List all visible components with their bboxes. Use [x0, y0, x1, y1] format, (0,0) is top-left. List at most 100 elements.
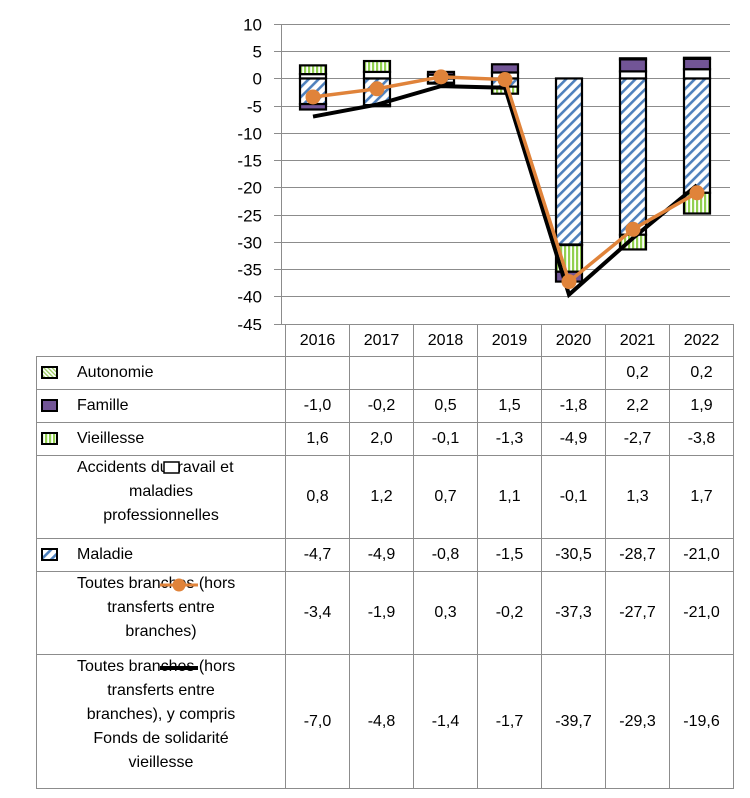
- column-header-2018: 2018: [413, 324, 478, 357]
- row-label-line: transferts entre: [107, 599, 215, 616]
- table-cell: -1,5: [477, 538, 542, 572]
- table-cell: 0,2: [669, 356, 734, 390]
- y-tick-label: -25: [237, 207, 262, 226]
- bar-maladie-2022: [682, 77, 712, 194]
- y-tick-label: 10: [243, 16, 262, 35]
- table-cell: -1,4: [413, 654, 478, 789]
- column-header-2022: 2022: [669, 324, 734, 357]
- table-cell: 0,3: [413, 571, 478, 655]
- table-cell: -4,7: [285, 538, 350, 572]
- bar-maladie-2021: [618, 77, 648, 236]
- point-toutes-branches-2020: [561, 274, 577, 290]
- table-cell: [477, 356, 542, 390]
- table-cell: 2,2: [605, 389, 670, 423]
- table-row: Autonomie 0,2 0,2: [36, 356, 734, 390]
- maladie-legend-icon: [39, 544, 77, 566]
- y-tick-label: -10: [237, 125, 262, 144]
- table-cell: [413, 356, 478, 390]
- table-cell: 1,9: [669, 389, 734, 423]
- bar-famille-2022: [682, 57, 712, 71]
- table-cell: 0,7: [413, 455, 478, 539]
- vieillesse-legend-icon: [39, 428, 77, 450]
- table-cell: -39,7: [541, 654, 606, 789]
- row-label-line: Autonomie: [77, 364, 154, 381]
- table-corner: [36, 324, 286, 357]
- table-cell: -3,4: [285, 571, 350, 655]
- y-tick-label: -35: [237, 261, 262, 280]
- bars: [298, 56, 712, 283]
- point-toutes-branches-2016: [305, 89, 321, 105]
- point-toutes-branches-2019: [497, 72, 513, 88]
- table-cell: -7,0: [285, 654, 350, 789]
- column-header-2021: 2021: [605, 324, 670, 357]
- row-label-cell: Maladie: [36, 538, 286, 572]
- row-label-line: professionnelles: [103, 507, 219, 524]
- series-lines: [305, 69, 705, 299]
- y-tick-label: -40: [237, 288, 262, 307]
- row-label-line: Maladie: [77, 546, 134, 563]
- line-toutes-branches-fsv: [312, 84, 699, 299]
- table-cell: -27,7: [605, 571, 670, 655]
- row-label-line: Vieillesse: [77, 430, 145, 447]
- row-label-line: Toutes branches (hors: [77, 575, 236, 592]
- table-row: Toutes branches (hors transferts entre bra…: [36, 654, 734, 789]
- table-cell: -1,9: [349, 571, 414, 655]
- y-tick-label: -5: [247, 98, 262, 117]
- row-label-line: branches), y compris: [86, 706, 236, 723]
- table-cell: -30,5: [541, 538, 606, 572]
- row-label-line: Toutes branches (hors: [77, 658, 236, 675]
- table-cell: -1,7: [477, 654, 542, 789]
- bar-famille-2016: [298, 102, 328, 111]
- column-header-2016: 2016: [285, 324, 350, 357]
- table-cell: 1,7: [669, 455, 734, 539]
- point-toutes-branches-2022: [689, 185, 705, 201]
- bar-accidents-2022: [682, 68, 712, 80]
- bar-famille-2021: [618, 58, 648, 73]
- table-cell: 1,1: [477, 455, 542, 539]
- table-cell: 1,2: [349, 455, 414, 539]
- table-cell: -0,1: [413, 422, 478, 456]
- row-label-line: Famille: [77, 397, 129, 414]
- table-row: Maladie -4,7 -4,9 -0,8 -1,5 -30,5 -28,7 -21,0: [36, 538, 734, 572]
- table-cell: -3,8: [669, 422, 734, 456]
- table-cell: -0,2: [477, 571, 542, 655]
- y-tick-label: 5: [253, 43, 262, 62]
- table-cell: -29,3: [605, 654, 670, 789]
- row-label-cell: Toutes branches (hors transferts entre bra…: [36, 571, 286, 655]
- point-toutes-branches-2018: [433, 69, 449, 85]
- table-cell: [285, 356, 350, 390]
- table-cell: 2,0: [349, 422, 414, 456]
- table-cell: -1,3: [477, 422, 542, 456]
- table-cell: -0,8: [413, 538, 478, 572]
- table-cell: -1,8: [541, 389, 606, 423]
- table-cell: -37,3: [541, 571, 606, 655]
- row-label-line: branches): [125, 623, 197, 640]
- row-label-line: vieillesse: [128, 754, 194, 771]
- table-row: Toutes branches (hors transferts entre bra…: [36, 571, 734, 655]
- bar-maladie-2020: [554, 77, 584, 246]
- table-cell: -28,7: [605, 538, 670, 572]
- row-label-cell: Toutes branches (hors transferts entre bra…: [36, 654, 286, 789]
- table-row: Famille -1,0 -0,2 0,5 1,5 -1,8 2,2 1,9: [36, 389, 734, 423]
- table-cell: -4,8: [349, 654, 414, 789]
- autonomie-legend-icon: [39, 362, 77, 384]
- table-cell: -19,6: [669, 654, 734, 789]
- bar-autonomie-2022: [682, 56, 712, 60]
- bar-vieillesse-2016: [298, 64, 328, 76]
- row-label-line: transferts entre: [107, 682, 215, 699]
- table-cell: 0,2: [605, 356, 670, 390]
- row-label-line: maladies: [128, 483, 194, 500]
- row-label-cell: Vieillesse: [36, 422, 286, 456]
- table-cell: -21,0: [669, 538, 734, 572]
- table-row: Accidents du travail et maladies professio…: [36, 455, 734, 539]
- row-label-cell: Autonomie: [36, 356, 286, 390]
- bar-autonomie-2021: [618, 57, 648, 61]
- row-label-line: Fonds de solidarité: [93, 730, 229, 747]
- table-cell: -4,9: [349, 538, 414, 572]
- table-cell: 0,5: [413, 389, 478, 423]
- y-tick-label: -15: [237, 152, 262, 171]
- table-cell: -0,1: [541, 455, 606, 539]
- table-cell: -1,0: [285, 389, 350, 423]
- table-cell: -21,0: [669, 571, 734, 655]
